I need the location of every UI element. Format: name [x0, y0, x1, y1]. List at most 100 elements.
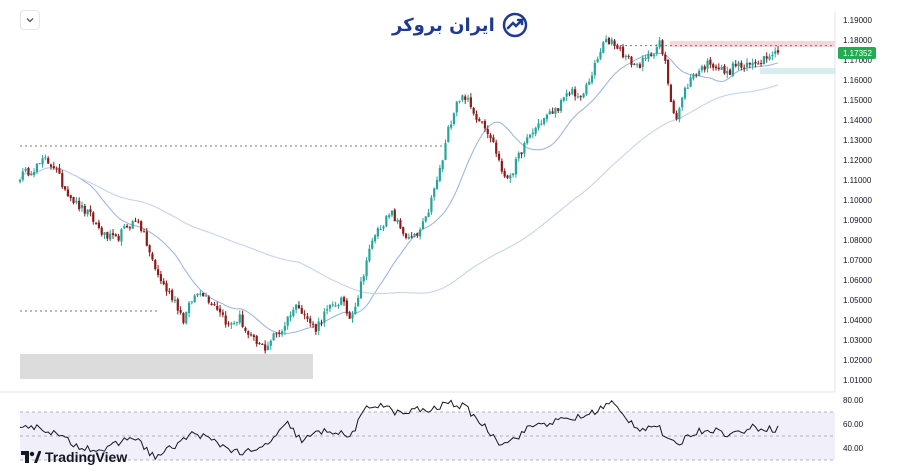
candle-body [280, 331, 284, 335]
candle-body [528, 134, 532, 138]
candle-body [58, 168, 61, 174]
candle-body [207, 296, 210, 303]
candle-body [365, 260, 368, 277]
candle-body [655, 47, 658, 54]
candle-body [244, 327, 247, 331]
candle-body [582, 93, 585, 98]
candle-body [109, 233, 112, 240]
candle-body [762, 56, 766, 65]
candle-body [44, 157, 47, 159]
candle-body [269, 340, 272, 346]
price-tick-label: 1.01000 [843, 376, 872, 385]
candle-body [120, 229, 123, 242]
candle-body [371, 240, 374, 249]
candle-body [142, 231, 146, 233]
candle-body [469, 97, 472, 108]
candle-body [630, 56, 633, 65]
collapse-button[interactable] [20, 10, 40, 30]
candle-body [689, 77, 692, 87]
candle-body [140, 221, 143, 231]
candle-body [368, 248, 371, 261]
candle-body [709, 59, 712, 65]
candle-body [410, 236, 413, 238]
candle-body [610, 39, 613, 45]
price-tick-label: 1.07000 [843, 256, 872, 265]
candle-body [672, 100, 675, 114]
candle-body [458, 100, 461, 102]
candle-body [562, 97, 565, 101]
price-tick-label: 1.16000 [843, 76, 872, 85]
candle-body [520, 152, 523, 155]
candle-body [692, 74, 695, 79]
candle-body [75, 200, 78, 203]
candle-body [593, 62, 596, 76]
candle-body [686, 87, 689, 89]
candle-body [179, 310, 182, 313]
candle-body [235, 321, 239, 323]
candle-body [379, 229, 382, 231]
candle-body [388, 215, 391, 217]
candle-body [221, 312, 224, 315]
candle-body [576, 96, 580, 98]
candle-body [571, 88, 574, 94]
candle-body [647, 53, 650, 59]
price-tick-label: 1.12000 [843, 156, 872, 165]
candle-body [345, 300, 348, 314]
candle-body [543, 118, 546, 124]
candle-body [475, 113, 478, 120]
candle-body [94, 222, 98, 224]
candle-body [683, 87, 687, 99]
candle-body [171, 290, 174, 301]
candle-body [771, 54, 774, 57]
candle-body [590, 75, 594, 83]
candle-body [596, 59, 599, 63]
candle-body [61, 173, 64, 188]
candle-body [765, 56, 768, 59]
candle-body [745, 62, 749, 68]
candle-body [295, 304, 298, 310]
candle-body [700, 66, 704, 71]
candle-body [413, 233, 416, 237]
candle-body [238, 314, 241, 323]
candle-body [714, 66, 718, 69]
candle-body [404, 233, 408, 238]
candle-body [613, 40, 616, 46]
price-tick-label: 1.06000 [843, 276, 872, 285]
candle-body [334, 305, 337, 307]
candle-body [419, 229, 422, 237]
candle-body [483, 121, 487, 129]
candle-body [703, 66, 706, 70]
rsi-tick-label: 80.00 [843, 396, 864, 405]
candle-body [726, 70, 729, 74]
candle-body [455, 101, 458, 113]
rsi-tick-label: 40.00 [843, 444, 864, 453]
candle-body [545, 114, 549, 120]
candle-body [588, 81, 591, 85]
candle-body [427, 212, 430, 218]
candle-body [317, 321, 320, 331]
candle-body [314, 324, 317, 332]
candle-body [348, 312, 351, 319]
candle-body [712, 64, 715, 68]
candle-body [393, 209, 396, 222]
price-tick-label: 1.09000 [843, 216, 872, 225]
candle-body [441, 160, 444, 170]
candle-body [559, 100, 563, 111]
candle-body [396, 219, 399, 222]
candle-body [731, 63, 735, 76]
candle-body [661, 40, 664, 54]
candle-body [751, 62, 754, 66]
candle-body [323, 311, 326, 323]
candle-body [224, 315, 227, 325]
candle-body [774, 51, 777, 54]
candle-body [123, 226, 126, 229]
candle-body [466, 98, 470, 100]
candle-body [681, 97, 684, 108]
candle-body [447, 126, 450, 143]
candle-body [187, 302, 191, 313]
candle-body [162, 281, 165, 285]
candle-body [137, 221, 140, 223]
candle-body [218, 308, 222, 313]
candle-body [506, 175, 509, 179]
